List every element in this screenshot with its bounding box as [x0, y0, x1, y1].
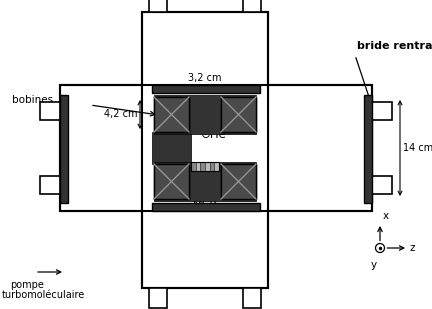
Bar [152, 203, 260, 211]
Bar [214, 162, 219, 171]
Text: turbomoléculaire: turbomoléculaire [2, 290, 85, 300]
Bar [200, 162, 205, 171]
Bar [60, 95, 68, 203]
Circle shape [375, 243, 384, 252]
Bar [191, 162, 219, 171]
Text: pompe: pompe [10, 280, 44, 290]
Bar [154, 164, 189, 199]
Bar [372, 176, 392, 194]
Text: 14 cm: 14 cm [403, 143, 432, 153]
Bar [60, 85, 372, 211]
Bar [152, 85, 260, 93]
Bar [154, 164, 189, 199]
Text: MCP: MCP [193, 200, 217, 210]
Bar [142, 12, 268, 288]
Text: 4,2 cm: 4,2 cm [104, 109, 137, 120]
Bar [196, 162, 200, 171]
Bar [152, 132, 191, 164]
Bar [149, 288, 167, 308]
Text: bride rentrante: bride rentrante [357, 41, 432, 51]
Bar [154, 97, 189, 132]
Bar [243, 288, 261, 308]
Text: z: z [410, 243, 416, 253]
Bar [60, 85, 372, 211]
Text: y: y [371, 260, 377, 270]
Bar [142, 12, 268, 288]
Bar [221, 164, 256, 199]
Bar [372, 102, 392, 120]
Bar [154, 95, 256, 134]
Bar [191, 162, 196, 171]
Bar [149, 0, 167, 12]
Bar [364, 95, 372, 203]
Text: bobines: bobines [12, 95, 53, 105]
Text: x: x [383, 211, 389, 221]
Bar [221, 97, 256, 132]
Text: ⊙He*: ⊙He* [201, 128, 233, 141]
Bar [154, 162, 256, 201]
Bar [154, 97, 189, 132]
Bar [205, 162, 210, 171]
Bar [40, 176, 60, 194]
Bar [142, 85, 268, 211]
Bar [210, 162, 214, 171]
Bar [221, 97, 256, 132]
Text: 3,2 cm: 3,2 cm [188, 73, 222, 83]
Bar [221, 164, 256, 199]
Bar [40, 102, 60, 120]
Bar [243, 0, 261, 12]
